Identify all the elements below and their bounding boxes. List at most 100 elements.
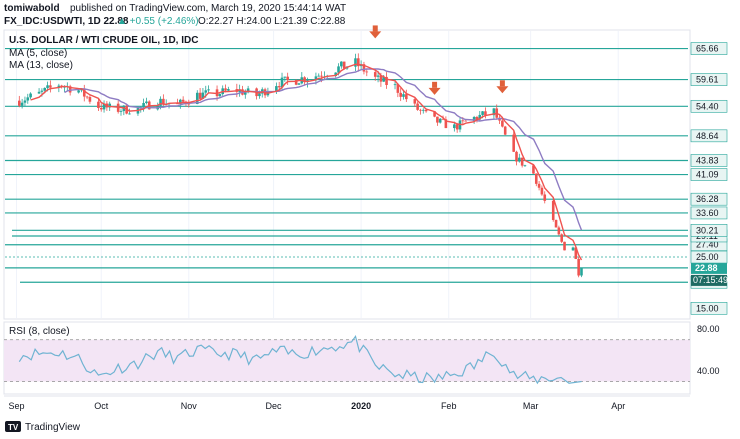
x-tick-label: Mar xyxy=(523,401,539,411)
candle-body xyxy=(560,234,563,242)
price-tag xyxy=(690,192,728,206)
candle-body xyxy=(464,120,467,122)
arrow-down-icon xyxy=(369,31,382,39)
candle-body xyxy=(515,151,518,162)
candle-body xyxy=(441,118,445,120)
candle-body xyxy=(481,111,484,115)
candle-body xyxy=(97,101,100,108)
rsi-tick-label: 80.00 xyxy=(697,324,720,334)
price-tag-label: 15.00 xyxy=(696,303,719,313)
price-tag-label: 43.83 xyxy=(696,155,719,165)
candle-body xyxy=(475,116,479,120)
candle-body xyxy=(29,93,32,98)
candle-body xyxy=(413,99,417,104)
price-tag xyxy=(690,224,728,237)
candle-body xyxy=(145,101,148,104)
candle-body xyxy=(49,85,52,88)
legend-ma13: MA (13, close) xyxy=(9,60,73,71)
header: tomiwabold published on TradingView.com,… xyxy=(4,3,346,27)
candle-body xyxy=(523,165,527,167)
candle-body xyxy=(337,66,340,73)
candle-body xyxy=(574,247,578,259)
candle-body xyxy=(551,200,555,220)
candle-body xyxy=(478,114,482,120)
price-tag xyxy=(690,73,728,86)
candle-body xyxy=(26,97,30,101)
candle-body xyxy=(159,98,162,106)
candle-body xyxy=(537,183,541,188)
candle-body xyxy=(455,124,459,130)
candle-body xyxy=(577,258,580,276)
candle-body xyxy=(162,98,165,105)
publish-info: published on TradingView.com, March 19, … xyxy=(70,3,346,14)
chart-title: U.S. DOLLAR / WTI CRUDE OIL, 1D, IDC xyxy=(9,35,198,46)
candle-body xyxy=(563,241,566,251)
price-tag-label: 41.09 xyxy=(696,170,719,180)
candle-body xyxy=(354,58,357,67)
countdown-label: 07:15:49 xyxy=(693,275,728,285)
candle-body xyxy=(238,89,241,92)
candle-body xyxy=(402,94,405,97)
candle-body xyxy=(373,72,377,77)
arrow-down-icon xyxy=(499,80,505,87)
candle-body xyxy=(379,75,383,82)
price-tag-label: 27.40 xyxy=(696,240,719,250)
x-tick-label: Oct xyxy=(94,401,109,411)
price-tag-label: 30.21 xyxy=(696,225,719,235)
candle-body xyxy=(396,84,400,93)
candles xyxy=(18,53,583,278)
price-tag-label: 25.00 xyxy=(696,252,719,262)
x-tick-label: 2020 xyxy=(351,401,371,411)
last-price-tag xyxy=(691,261,727,274)
price-tag xyxy=(690,250,728,264)
candle-body xyxy=(179,99,182,104)
candle-body xyxy=(227,89,230,91)
candle-body xyxy=(187,103,191,105)
candle-body xyxy=(501,120,504,127)
candle-body xyxy=(385,76,388,86)
x-tick-label: Sep xyxy=(8,401,24,411)
candle-body xyxy=(444,119,448,129)
rsi-axis: 80.00 40.00 xyxy=(697,324,720,376)
candle-body xyxy=(571,247,575,251)
rsi-line xyxy=(18,335,582,385)
price-tag-label: 59.61 xyxy=(696,75,719,85)
arrow-markers xyxy=(369,25,509,95)
candle-body xyxy=(128,113,131,115)
countdown-tag xyxy=(691,274,727,286)
price-tag-label: 33.60 xyxy=(696,208,719,218)
candle-body xyxy=(532,165,535,174)
ohlc-label: O:22.27 H:24.00 L:21.39 C:22.88 xyxy=(198,16,346,27)
candle-body xyxy=(82,88,86,97)
price-tag-label: 54.40 xyxy=(696,101,719,111)
candle-body xyxy=(258,93,261,97)
candle-body xyxy=(554,219,558,228)
candle-body xyxy=(277,86,281,88)
footer: TV TradingView xyxy=(5,421,81,433)
candle-body xyxy=(382,76,386,82)
candle-body xyxy=(419,109,422,111)
price-tag-label: 48.64 xyxy=(696,131,719,141)
tradingview-logo-mark: TV xyxy=(8,423,19,432)
candle-body xyxy=(342,61,346,69)
ma13-line xyxy=(64,68,583,231)
price-tag xyxy=(690,99,728,113)
price-tag xyxy=(690,206,728,220)
candle-body xyxy=(512,134,515,152)
candle-body xyxy=(317,75,321,77)
x-tick-label: Nov xyxy=(181,401,198,411)
candle-body xyxy=(362,64,366,72)
candle-body xyxy=(176,103,179,105)
candle-body xyxy=(207,89,210,91)
candle-body xyxy=(195,92,199,105)
arrow-down-icon xyxy=(496,86,509,94)
candle-body xyxy=(421,109,425,111)
candle-body xyxy=(540,187,544,195)
footer-brand: TradingView xyxy=(25,422,81,433)
legend-ma5: MA (5, close) xyxy=(9,48,67,59)
candle-body xyxy=(275,86,278,92)
candle-body xyxy=(320,75,323,77)
price-tag xyxy=(690,42,728,55)
candle-body xyxy=(543,194,547,201)
